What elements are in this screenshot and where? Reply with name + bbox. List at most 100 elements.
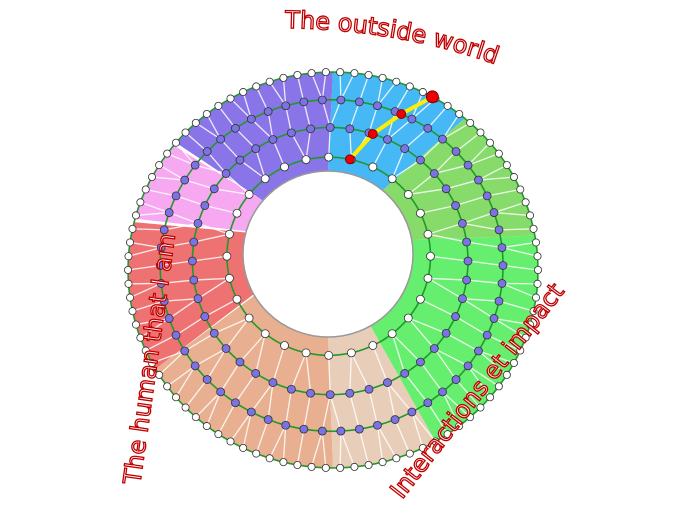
node [187, 256, 197, 266]
mesh-line [217, 105, 236, 129]
node [202, 147, 212, 156]
node [426, 251, 435, 261]
node [191, 118, 200, 127]
node [263, 415, 273, 424]
node [279, 73, 288, 82]
node [222, 251, 232, 261]
mesh-line [391, 159, 421, 180]
mesh-line [467, 365, 500, 387]
node [200, 312, 210, 321]
node [189, 237, 199, 247]
node [431, 437, 440, 446]
node [368, 162, 378, 172]
mesh-line [339, 72, 342, 100]
node [131, 211, 140, 220]
mesh-line [349, 352, 353, 394]
node [301, 348, 311, 358]
mesh-line [391, 333, 421, 363]
mesh-line [204, 204, 238, 214]
node [293, 460, 302, 469]
sector [370, 235, 538, 442]
mesh-line [407, 317, 435, 349]
mesh-line [225, 173, 250, 195]
mesh-line [493, 201, 526, 214]
node [390, 415, 400, 424]
mesh-line [462, 298, 500, 302]
mesh-line [220, 138, 241, 161]
mesh-line [349, 128, 353, 160]
node [128, 224, 137, 233]
mesh-line [372, 139, 389, 168]
mesh-line [339, 431, 342, 468]
node [147, 173, 156, 182]
node [156, 279, 166, 288]
mesh-line [478, 164, 508, 181]
node [124, 252, 133, 261]
mesh-line [487, 188, 521, 197]
node [260, 329, 270, 339]
node [416, 357, 425, 367]
mesh-line [442, 391, 471, 418]
node [221, 169, 231, 178]
node [451, 375, 461, 384]
mesh-line [168, 211, 199, 225]
node [265, 454, 274, 463]
node [260, 174, 270, 184]
node [286, 128, 296, 138]
node [345, 124, 355, 134]
mesh-line [234, 373, 257, 404]
mesh-line [502, 264, 539, 271]
mesh-line [501, 246, 538, 257]
mesh-line [434, 164, 469, 175]
node [191, 413, 200, 422]
node [416, 208, 425, 218]
mesh-line [427, 233, 467, 243]
node [125, 293, 134, 302]
mesh-line [455, 131, 481, 153]
node [392, 454, 401, 463]
node [231, 398, 240, 408]
mesh-line [267, 382, 274, 420]
node [141, 346, 150, 355]
mesh-line [158, 164, 186, 181]
mesh-line [220, 361, 241, 393]
yellow-path [347, 94, 435, 162]
node [462, 275, 471, 285]
node [350, 69, 359, 78]
node [293, 71, 302, 80]
mesh-line [206, 348, 227, 380]
mesh-line [376, 425, 384, 463]
mesh-line [145, 334, 177, 352]
node [265, 77, 274, 86]
mesh-line [321, 431, 327, 468]
mesh-line [493, 317, 531, 326]
node [407, 114, 417, 124]
node [306, 124, 315, 134]
node [354, 424, 364, 434]
node [529, 307, 538, 316]
node [239, 88, 248, 97]
node [474, 346, 483, 356]
mesh-line [230, 98, 252, 120]
mesh-line [195, 391, 222, 418]
mesh-line [321, 394, 331, 432]
mesh-line [329, 99, 342, 128]
node [301, 155, 311, 165]
mesh-line [442, 122, 471, 140]
node [350, 462, 359, 471]
mesh-line [386, 382, 396, 420]
node [441, 184, 451, 194]
label-outside-world-text: The outside world [283, 5, 503, 70]
mesh-line [135, 211, 170, 217]
node [321, 68, 330, 77]
mesh-line [433, 151, 457, 175]
mesh-line [151, 350, 185, 364]
mesh-line [404, 127, 429, 150]
mesh-line [161, 279, 194, 285]
node [225, 229, 234, 239]
node [246, 407, 256, 417]
mesh-line [408, 317, 447, 334]
mesh-line [250, 118, 274, 140]
mesh-line [478, 350, 515, 364]
